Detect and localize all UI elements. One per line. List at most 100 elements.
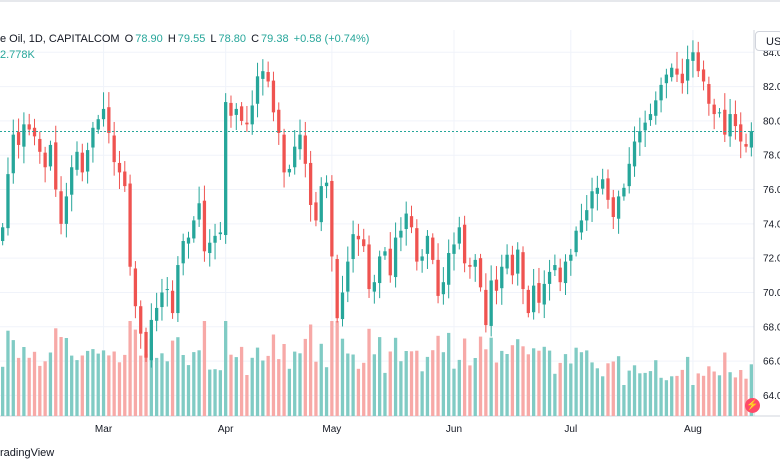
candle-body	[675, 68, 679, 75]
volume-bar	[91, 349, 95, 416]
candle-body	[638, 131, 642, 143]
volume-bar	[441, 352, 446, 416]
candle-body	[261, 71, 265, 79]
price-tick-label: 70.00	[763, 288, 780, 299]
candle-body	[701, 69, 706, 82]
volume-bar	[749, 364, 753, 416]
volume-bar	[462, 338, 467, 416]
volume-bar	[616, 356, 621, 416]
volume-bar	[643, 372, 647, 416]
candle-body	[160, 292, 164, 308]
volume-bar	[648, 371, 653, 416]
volume-bar	[266, 355, 270, 416]
volume-bar	[133, 329, 138, 416]
time-tick-label: May	[322, 424, 341, 435]
volume-bar	[670, 376, 674, 416]
candle-body	[739, 124, 743, 142]
candle-body	[372, 282, 376, 292]
volume-bar	[287, 368, 292, 416]
volume-bar	[6, 330, 10, 416]
volume-bar	[436, 335, 440, 416]
candle-body	[224, 102, 228, 236]
candle-body	[654, 100, 658, 116]
candle-body	[362, 239, 366, 247]
candle-body	[176, 265, 180, 314]
candle-body	[54, 142, 58, 190]
volume-bar	[447, 332, 451, 416]
volume-bar	[192, 352, 196, 416]
candle-body	[494, 279, 499, 291]
volume-bar	[293, 351, 297, 416]
candle-body	[6, 174, 10, 229]
volume-bar	[627, 370, 631, 416]
candle-body	[563, 261, 568, 284]
lightning-icon[interactable]: ⚡	[745, 398, 760, 413]
candle-body	[420, 256, 424, 261]
candle-body	[691, 52, 695, 61]
volume-bar	[255, 347, 260, 416]
volume-bar	[632, 365, 637, 416]
candle-body	[611, 197, 615, 217]
candle-body	[133, 268, 138, 307]
volume-bar	[468, 365, 472, 416]
volume-bar	[654, 360, 658, 416]
brand-footer[interactable]: radingView	[0, 447, 54, 459]
volume-bar	[691, 385, 695, 416]
low-value: 78.80	[218, 33, 247, 45]
volume-legend: 2.778K	[0, 49, 35, 61]
candle-body	[16, 132, 21, 145]
candle-body	[139, 306, 143, 334]
candle-body	[202, 200, 207, 252]
volume-bar	[123, 354, 127, 416]
candle-body	[330, 180, 334, 257]
symbol-label: e Oil, 1D, CAPITALCOM	[0, 33, 120, 45]
candle-body	[186, 237, 191, 244]
candle-body	[447, 253, 451, 285]
volume-bar	[500, 350, 504, 416]
candle-body	[632, 141, 637, 167]
candle-body	[1, 227, 5, 242]
time-axis[interactable]: Mar Apr May Jun Jul Aug	[95, 424, 702, 435]
volume-bar	[234, 357, 238, 416]
candle-body	[733, 114, 738, 127]
candle-body	[324, 182, 329, 187]
candle-body	[80, 152, 84, 173]
currency-button[interactable]: USD	[755, 31, 780, 51]
volume-bar	[362, 362, 366, 416]
volume-bar	[489, 337, 493, 416]
price-tick-label: 64.00	[763, 391, 780, 402]
volume-bar	[531, 348, 536, 416]
volume-bar	[1, 366, 5, 416]
volume-bar	[186, 365, 191, 416]
candle-body	[723, 109, 727, 135]
candle-body	[340, 292, 345, 320]
candlesticks	[1, 40, 753, 368]
volume-bar	[579, 352, 584, 416]
volume-bar	[319, 343, 323, 416]
volume-bar	[420, 371, 424, 416]
volume-bar	[393, 337, 398, 416]
candle-body	[271, 80, 276, 113]
candle-body	[622, 187, 626, 197]
price-axis[interactable]: 64.00 66.00 68.00 70.00 72.00 74.00 76.00 78.00…	[763, 48, 780, 402]
candle-body	[436, 259, 440, 296]
candle-body	[149, 319, 153, 361]
candle-body	[516, 249, 520, 274]
low-label: L	[210, 33, 217, 45]
volume-bar	[32, 351, 37, 416]
candle-body	[601, 179, 605, 189]
volume-bar	[622, 385, 626, 416]
ohlc-legend: e Oil, 1D, CAPITALCOM O 78.90 H 79.55 L 78.…	[0, 33, 371, 45]
candle-body	[670, 67, 674, 78]
candle-body	[500, 266, 504, 289]
candle-body	[123, 171, 127, 187]
volume-bar	[367, 328, 371, 416]
candle-body	[457, 227, 461, 244]
price-tick-label: 84.00	[763, 48, 780, 59]
candle-body	[393, 237, 398, 278]
top-border	[0, 0, 780, 2]
volume-bar	[27, 357, 31, 416]
candle-body	[510, 254, 515, 276]
